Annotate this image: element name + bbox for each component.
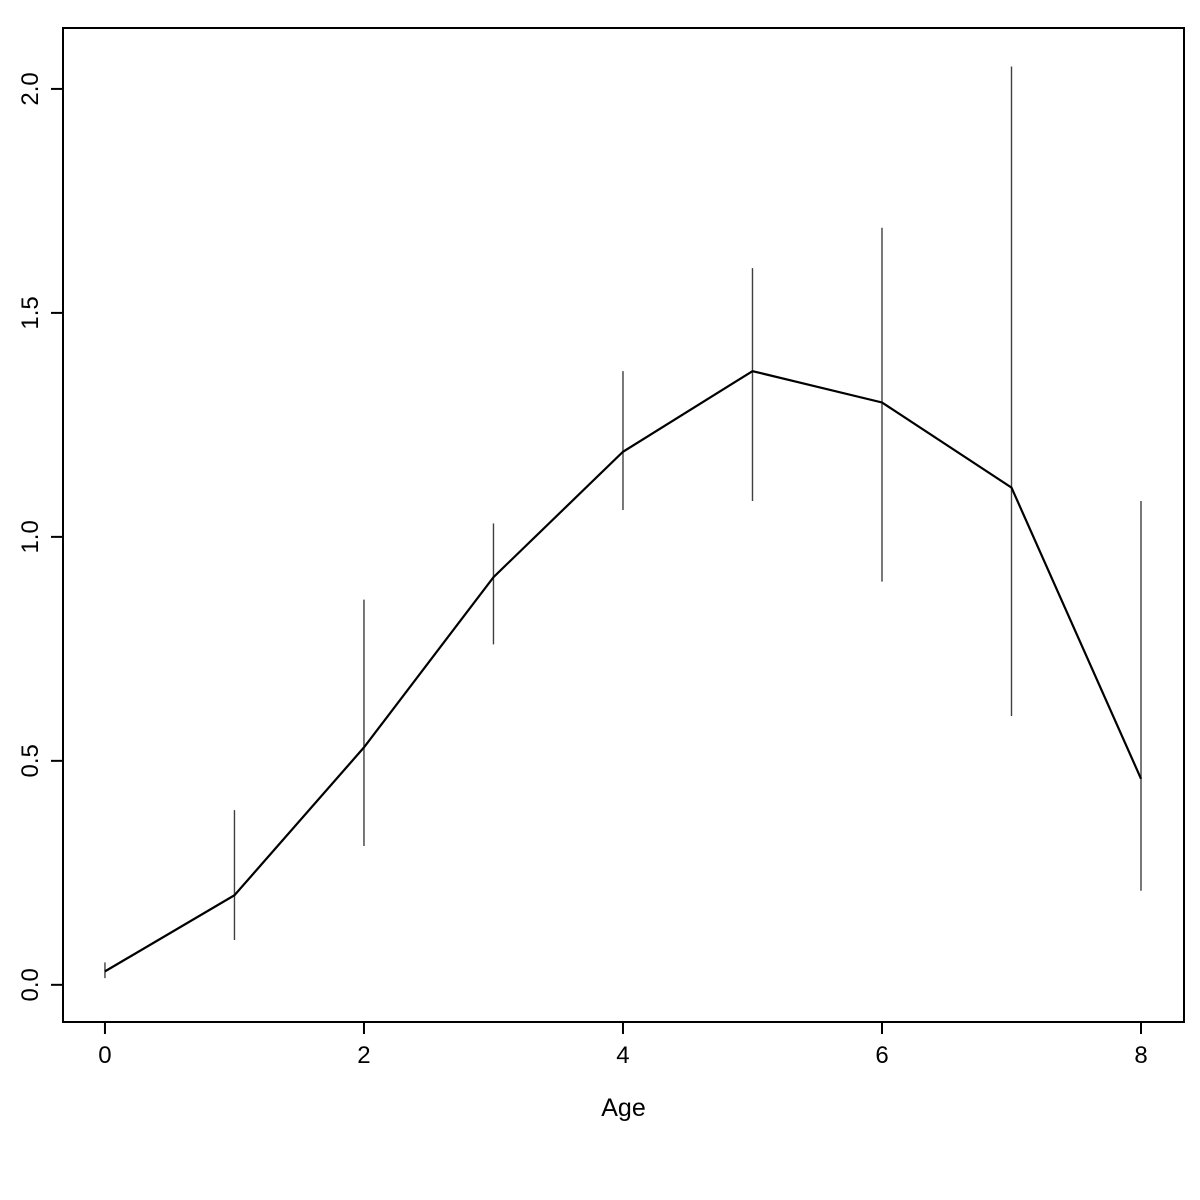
x-axis-title: Age [601, 1094, 645, 1122]
x-tick-label: 6 [875, 1042, 888, 1069]
y-tick-label: 1.5 [17, 296, 44, 329]
x-tick-label: 4 [616, 1042, 629, 1069]
axes: 0 2 4 6 8 0.0 0.5 1.0 1.5 2.0 [17, 72, 1148, 1069]
x-tick-label: 0 [98, 1042, 111, 1069]
plot-frame [62, 27, 1185, 1023]
plot-box [62, 27, 1185, 1023]
x-tick-label: 8 [1134, 1042, 1147, 1069]
y-tick-label: 1.0 [17, 520, 44, 553]
y-tick-label: 2.0 [17, 72, 44, 105]
error-bars [104, 66, 1142, 979]
y-tick-label: 0.0 [17, 968, 44, 1001]
data-line [104, 369, 1143, 973]
y-tick-label: 0.5 [17, 744, 44, 777]
data-series [104, 369, 1143, 973]
x-tick-label: 2 [357, 1042, 370, 1069]
